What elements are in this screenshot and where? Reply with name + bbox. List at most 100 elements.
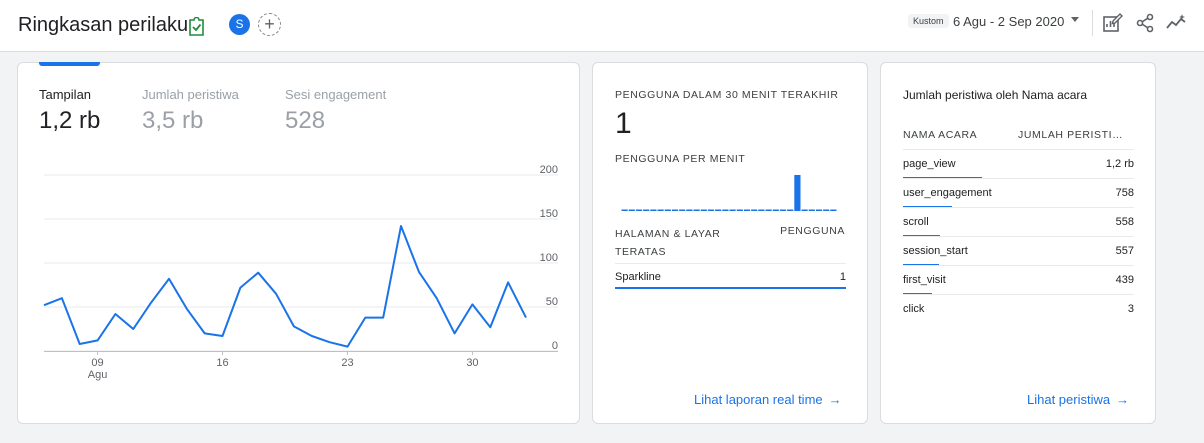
minute-bar xyxy=(693,209,700,211)
overview-card: Tampilan 1,2 rb Jumlah peristiwa 3,5 rb … xyxy=(17,62,580,424)
minute-bar xyxy=(801,209,808,211)
page-name: Sparkline xyxy=(615,271,661,283)
metric-value: 1,2 rb xyxy=(39,107,101,134)
view-events-link[interactable]: Lihat peristiwa → xyxy=(1027,392,1129,407)
metric-tab-engaged-sessions[interactable]: Sesi engagement 528 xyxy=(285,87,386,135)
event-name: page_view xyxy=(903,158,956,170)
minute-bar xyxy=(823,209,830,211)
per-minute-bar-chart xyxy=(621,175,837,211)
y-tick-label: 200 xyxy=(540,164,558,176)
minute-bar xyxy=(686,209,693,211)
minute-bar xyxy=(743,209,751,211)
realtime-user-count: 1 xyxy=(615,107,632,140)
realtime-card: PENGGUNA DALAM 30 MENIT TERAKHIR 1 PENGG… xyxy=(592,62,868,424)
date-range-selector[interactable]: 6 Agu - 2 Sep 2020 xyxy=(953,14,1065,29)
table-row[interactable]: scroll 558 xyxy=(903,207,1134,237)
minute-bar xyxy=(621,209,628,211)
event-count-header: JUMLAH PERISTI… xyxy=(1018,129,1124,141)
minute-bar xyxy=(707,209,715,211)
minute-bar xyxy=(628,209,635,211)
metric-tab-views[interactable]: Tampilan 1,2 rb xyxy=(39,87,100,135)
minute-bar xyxy=(650,209,657,211)
metric-label: Tampilan xyxy=(39,87,92,102)
verified-report-icon[interactable] xyxy=(188,17,205,36)
events-card-title: Jumlah peristiwa oleh Nama acara xyxy=(903,88,1088,102)
minute-bar xyxy=(808,209,815,211)
table-row[interactable]: click 3 xyxy=(903,294,1134,323)
x-tick-label: 16 xyxy=(216,357,228,369)
page-title: Ringkasan perilaku xyxy=(18,14,189,36)
events-card: Jumlah peristiwa oleh Nama acara NAMA AC… xyxy=(880,62,1156,424)
table-row[interactable]: first_visit 439 xyxy=(903,265,1134,295)
event-count: 439 xyxy=(1115,274,1134,286)
users-header: PENGGUNA xyxy=(780,225,845,237)
chevron-down-icon[interactable] xyxy=(1071,17,1079,22)
metric-label: Sesi engagement xyxy=(285,87,387,102)
series-line xyxy=(43,225,527,348)
segment-avatar[interactable]: S xyxy=(229,14,250,35)
minute-bar xyxy=(787,209,794,211)
minute-bar xyxy=(664,209,671,211)
minute-bar xyxy=(715,209,722,211)
event-name: scroll xyxy=(903,216,929,228)
minute-bar xyxy=(772,209,779,211)
minute-bar xyxy=(751,209,758,211)
minute-bar xyxy=(815,209,823,211)
table-row[interactable]: user_engagement 758 xyxy=(903,178,1134,208)
divider xyxy=(1092,10,1093,36)
x-month-label: Agu xyxy=(88,369,108,381)
date-type-badge: Kustom xyxy=(908,14,949,28)
table-row[interactable]: Sparkline 1 xyxy=(615,263,846,289)
minute-bar xyxy=(758,209,765,211)
minute-bar xyxy=(700,209,707,211)
x-tick-label: 23 xyxy=(341,357,353,369)
metric-value: 528 xyxy=(285,107,326,134)
minute-bar xyxy=(779,209,787,211)
realtime-title: PENGGUNA DALAM 30 MENIT TERAKHIR xyxy=(615,89,839,101)
customize-report-icon[interactable] xyxy=(1101,12,1123,34)
page-users: 1 xyxy=(839,271,846,283)
arrow-right-icon: → xyxy=(1116,392,1130,407)
event-name: first_visit xyxy=(903,274,946,286)
event-count: 3 xyxy=(1127,303,1134,315)
share-bar xyxy=(615,287,846,289)
share-icon[interactable] xyxy=(1134,12,1156,34)
arrow-right-icon: → xyxy=(828,392,842,407)
per-minute-label: PENGGUNA PER MENIT xyxy=(615,153,746,165)
y-tick-label: 100 xyxy=(540,252,558,264)
minute-bar xyxy=(635,209,643,211)
x-tick-label: 09 xyxy=(91,357,103,369)
event-name: session_start xyxy=(903,245,968,257)
minute-bar xyxy=(679,209,686,211)
view-realtime-link[interactable]: Lihat laporan real time → xyxy=(694,392,842,407)
add-comparison-button[interactable]: + xyxy=(258,13,281,36)
table-row[interactable]: page_view 1,2 rb xyxy=(903,149,1134,179)
event-name: user_engagement xyxy=(903,187,992,199)
y-tick-label: 50 xyxy=(546,296,558,308)
pages-header-line1: HALAMAN & LAYAR xyxy=(615,228,721,240)
y-tick-label: 150 xyxy=(540,208,558,220)
event-count: 1,2 rb xyxy=(1105,158,1134,170)
active-tab-indicator xyxy=(39,62,100,66)
table-row[interactable]: session_start 557 xyxy=(903,236,1134,266)
link-label: Lihat laporan real time xyxy=(694,392,823,407)
metric-label: Jumlah peristiwa xyxy=(142,87,239,102)
x-tick-label: 30 xyxy=(466,357,478,369)
minute-bar xyxy=(729,209,736,211)
minute-bar xyxy=(671,209,679,211)
minute-bar xyxy=(657,209,664,211)
minute-bar xyxy=(794,175,801,211)
minute-bar xyxy=(643,209,650,211)
event-name-header: NAMA ACARA xyxy=(903,129,978,141)
link-label: Lihat peristiwa xyxy=(1027,392,1111,407)
insights-icon[interactable] xyxy=(1165,12,1187,34)
event-count: 758 xyxy=(1115,187,1134,199)
event-count: 557 xyxy=(1115,245,1134,257)
minute-bar xyxy=(765,209,772,211)
page-header: Ringkasan perilaku S + Kustom 6 Agu - 2 … xyxy=(0,0,1204,52)
metric-tab-event-count[interactable]: Jumlah peristiwa 3,5 rb xyxy=(142,87,239,135)
y-tick-label: 0 xyxy=(552,340,558,352)
pages-header: HALAMAN & LAYAR TERATAS xyxy=(615,225,720,261)
minute-bar xyxy=(830,209,837,211)
